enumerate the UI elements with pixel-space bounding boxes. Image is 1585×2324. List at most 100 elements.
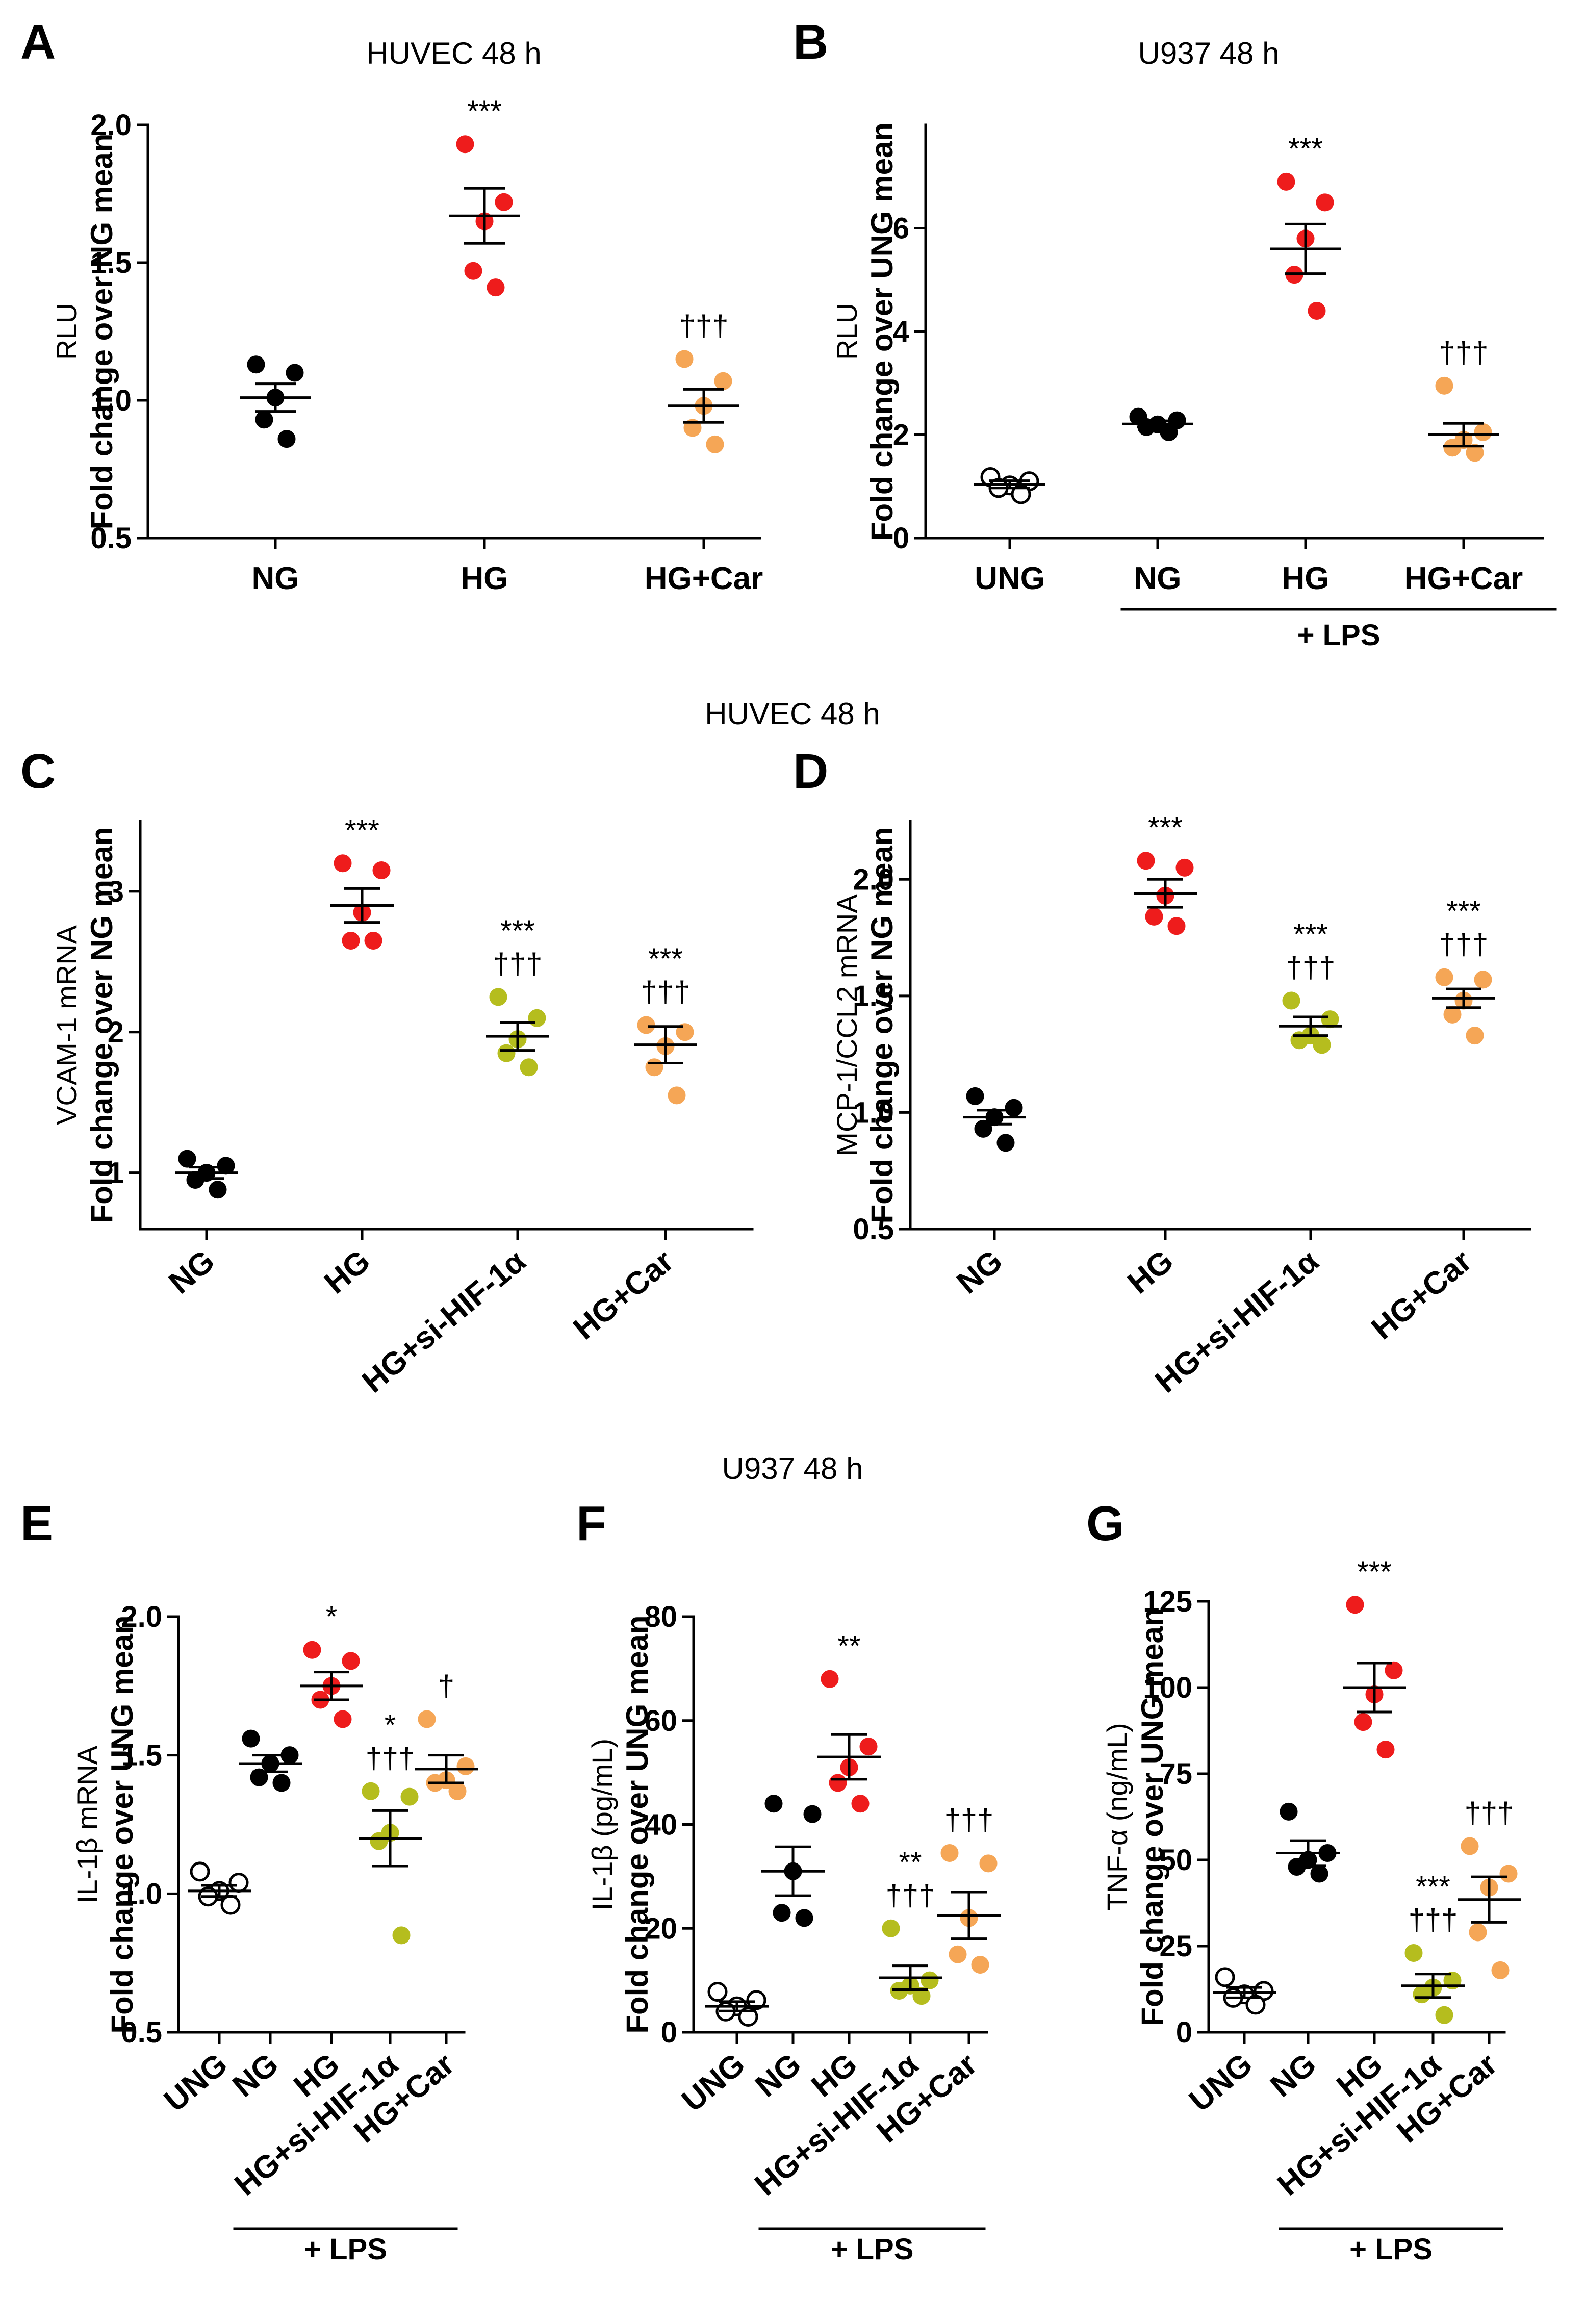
y-axis-sublabel: VCAM-1 mRNA: [50, 925, 83, 1125]
data-point: [487, 278, 505, 297]
data-point: [921, 1971, 939, 1989]
x-tick-label: NG: [162, 1243, 221, 1301]
data-point: [746, 1990, 766, 2010]
data-point: [364, 931, 382, 950]
panel-letter: E: [20, 1496, 53, 1551]
y-axis-sublabel: RLU: [50, 303, 83, 360]
data-point: [1321, 1010, 1339, 1029]
x-tick-label: UNG: [975, 561, 1045, 596]
significance-label: ***: [1357, 1555, 1392, 1589]
data-point: [764, 1795, 783, 1813]
y-tick-label: 0.5: [853, 1213, 894, 1246]
panel-a: A HUVEC 48 h 0.5 1.0 1.5 2.0 RLU Fold change ov…: [20, 15, 763, 596]
y-axis-label: Fold change over UNG mean: [865, 122, 899, 541]
data-point: [334, 1710, 352, 1728]
data-point: [400, 1787, 419, 1806]
data-point: [795, 1909, 813, 1927]
significance-label: ***: [345, 814, 379, 847]
data-point: [1282, 991, 1300, 1010]
lps-label: + LPS: [1297, 619, 1381, 652]
significance-label: ***: [1293, 918, 1328, 951]
panel-title: HUVEC 48 h: [366, 36, 541, 70]
significance-label: **: [899, 1846, 922, 1879]
lps-label: + LPS: [1349, 2233, 1433, 2266]
data-point: [495, 193, 513, 211]
data-point: [448, 1782, 467, 1800]
x-tick-label: HG+si-HIF-1α: [355, 1243, 532, 1400]
section-title-u937: U937 48 h: [722, 1451, 863, 1486]
x-tick-label: NG: [252, 561, 299, 596]
y-tick-label: 2: [108, 1016, 124, 1049]
data-point: [342, 931, 360, 950]
x-tick-label: HG: [1121, 1243, 1180, 1301]
significance-label: ***: [1416, 1871, 1450, 1904]
data-point: [707, 1982, 728, 2002]
data-point: [1215, 1967, 1235, 1987]
y-tick-label: 3: [108, 875, 124, 908]
panel-letter: A: [20, 15, 56, 69]
data-point: [362, 1782, 380, 1800]
data-point: [1290, 1031, 1309, 1050]
data-point: [528, 1009, 546, 1027]
data-point: [520, 1058, 538, 1077]
data-point: [220, 1895, 241, 1915]
data-point: [1316, 193, 1334, 212]
x-tick-label: NG: [226, 2047, 285, 2104]
y-tick-label: 2.0: [90, 109, 132, 142]
data-point: [228, 1873, 249, 1893]
data-point: [971, 1956, 989, 1974]
data-point: [1443, 439, 1462, 457]
x-tick-label: UNG: [158, 2047, 234, 2118]
x-tick-label: NG: [749, 2047, 808, 2104]
y-axis-label: Fold change over NG mean: [865, 827, 899, 1223]
y-tick-label: 4: [893, 315, 909, 348]
panel-g: G 0 25 50 75 100 125 TNF-α (ng/mL) Fold change o…: [1086, 1496, 1521, 2266]
y-tick-label: 125: [1143, 1585, 1192, 1618]
panel-b: B U937 48 h 0 2 4 6 RLU Fold change over UNG me…: [793, 15, 1557, 652]
data-point: [1466, 1027, 1484, 1045]
panel-f: F 0 20 40 60 80 IL-1β (pg/mL) Fold change over …: [576, 1496, 1001, 2266]
y-tick-label: 2: [893, 419, 909, 452]
x-tick-label: HG: [461, 561, 508, 596]
significance-label: †††: [944, 1804, 994, 1837]
data-point: [1310, 1865, 1328, 1883]
data-point: [1443, 1005, 1462, 1024]
y-tick-label: 0: [893, 522, 909, 555]
y-tick-label: 60: [644, 1704, 677, 1738]
data-point: [190, 1861, 210, 1882]
significance-label: ***: [1148, 811, 1183, 845]
x-tick-label: HG+Car: [1404, 561, 1523, 596]
y-tick-label: 0: [1176, 2016, 1192, 2049]
data-point: [940, 1844, 959, 1862]
data-point: [675, 350, 694, 368]
lps-label: + LPS: [831, 2233, 914, 2266]
data-point: [1005, 1099, 1023, 1117]
y-tick-label: 2.0: [853, 863, 894, 896]
data-point: [186, 1170, 204, 1189]
significance-label: *: [385, 1708, 396, 1742]
y-tick-label: 80: [644, 1600, 677, 1633]
x-tick-label: NG: [1134, 561, 1182, 596]
significance-label: †††: [1465, 1797, 1514, 1830]
data-point: [821, 1670, 839, 1688]
data-point: [1175, 858, 1194, 877]
data-point: [851, 1795, 870, 1813]
data-point: [178, 1150, 196, 1168]
significance-label: †††: [641, 976, 691, 1009]
y-axis-sublabel: IL-1β mRNA: [71, 1745, 103, 1903]
y-tick-label: 6: [893, 212, 909, 245]
y-tick-label: 1.5: [90, 246, 132, 279]
data-point: [1354, 1713, 1372, 1731]
data-point: [277, 430, 296, 448]
x-tick-label: NG: [1264, 2047, 1323, 2104]
data-point: [1491, 1961, 1510, 1979]
y-axis-label: Fold change over UNG mean: [105, 1615, 139, 2033]
significance-label: †††: [493, 948, 543, 981]
panel-letter: D: [793, 744, 828, 799]
y-tick-label: 0.5: [121, 2016, 162, 2049]
data-point: [1466, 444, 1484, 462]
data-point: [974, 1119, 992, 1138]
significance-label: **: [837, 1629, 860, 1663]
significance-label: †††: [886, 1879, 935, 1912]
data-point: [1288, 1858, 1306, 1876]
